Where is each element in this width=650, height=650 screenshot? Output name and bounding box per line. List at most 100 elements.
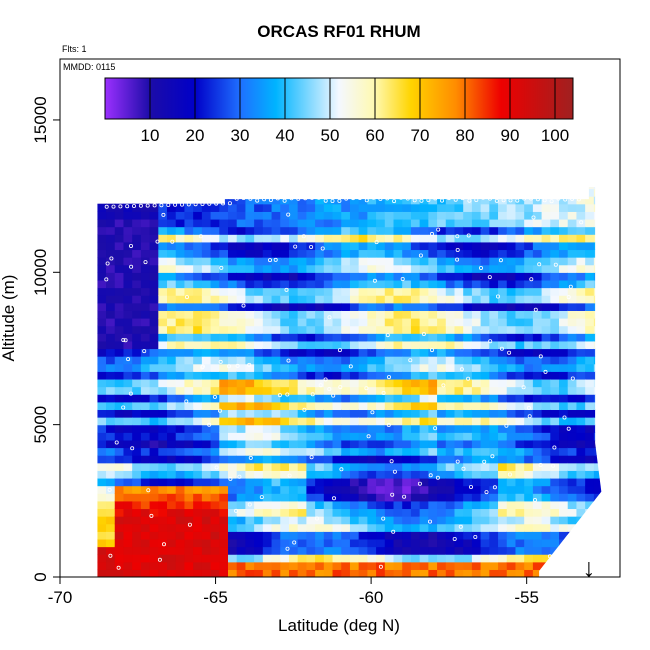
heatmap-cell — [454, 470, 464, 479]
heatmap-cell — [393, 538, 403, 548]
heatmap-cell — [97, 470, 107, 479]
heatmap-cell — [376, 401, 386, 411]
heatmap-cell — [114, 432, 125, 441]
heatmap-cell — [498, 302, 508, 311]
heatmap-cell — [106, 211, 116, 220]
heatmap-cell — [262, 401, 273, 411]
heatmap-cell — [358, 424, 368, 433]
heatmap-cell — [541, 378, 551, 388]
heatmap-cell — [454, 325, 464, 334]
heatmap-cell — [437, 279, 447, 289]
heatmap-cell — [437, 401, 447, 411]
heatmap-cell — [480, 401, 490, 411]
track-point — [553, 262, 558, 267]
heatmap-cell — [271, 356, 281, 365]
heatmap-cell — [341, 516, 351, 525]
heatmap-cell — [471, 424, 482, 433]
heatmap-cell — [498, 462, 508, 471]
heatmap-cell — [576, 211, 586, 220]
heatmap-cell — [236, 394, 247, 403]
heatmap-cell — [193, 272, 203, 281]
track-point — [173, 202, 178, 207]
heatmap-cell — [236, 234, 247, 243]
heatmap-cell — [271, 538, 281, 548]
heatmap-cell — [175, 295, 186, 304]
heatmap-cell — [306, 295, 316, 304]
heatmap-cell — [140, 432, 151, 441]
heatmap-cell — [315, 477, 325, 487]
heatmap-cell — [559, 493, 569, 502]
track-point — [338, 385, 343, 390]
track-point — [499, 346, 504, 351]
heatmap-cell — [271, 523, 281, 532]
heatmap-cell — [315, 386, 325, 395]
heatmap-cell — [201, 279, 212, 289]
heatmap-cell — [106, 348, 116, 357]
track-point — [310, 392, 315, 397]
heatmap-cell — [297, 371, 307, 380]
heatmap-cell — [358, 249, 368, 258]
heatmap-cell — [376, 531, 386, 540]
heatmap-cell — [419, 455, 429, 464]
heatmap-cell — [315, 439, 325, 449]
heatmap-cell — [228, 272, 238, 281]
heatmap-cell — [297, 257, 307, 266]
heatmap-cell — [463, 386, 473, 395]
heatmap-cell — [219, 302, 229, 311]
heatmap-cell — [384, 287, 395, 296]
heatmap-cell — [515, 333, 525, 342]
heatmap-cell — [315, 203, 325, 212]
heatmap-cell — [306, 500, 316, 510]
heatmap-cell — [559, 241, 569, 251]
heatmap-cell — [149, 538, 159, 548]
heatmap-cell — [349, 325, 360, 334]
heatmap-cell — [236, 295, 247, 304]
heatmap-cell — [576, 295, 586, 304]
heatmap-cell — [541, 310, 551, 319]
heatmap-cell — [532, 363, 543, 372]
heatmap-cell — [219, 318, 229, 327]
heatmap-cell — [323, 218, 334, 228]
heatmap-cell — [123, 432, 133, 441]
heatmap-cell — [262, 394, 273, 403]
track-point — [495, 294, 500, 299]
heatmap-cell — [132, 318, 142, 327]
heatmap-cell — [271, 554, 281, 563]
heatmap-cell — [384, 432, 395, 441]
heatmap-cell — [149, 310, 159, 319]
heatmap-cell — [132, 394, 142, 403]
heatmap-cell — [140, 279, 151, 289]
heatmap-cell — [114, 447, 125, 456]
heatmap-cell — [332, 264, 342, 273]
heatmap-cell — [367, 249, 377, 258]
heatmap-cell — [445, 493, 456, 502]
heatmap-cell — [297, 249, 307, 258]
heatmap-cell — [236, 363, 247, 372]
heatmap-cell — [515, 561, 525, 570]
heatmap-cell — [428, 241, 438, 251]
heatmap-cell — [341, 531, 351, 540]
heatmap-cell — [576, 386, 586, 395]
heatmap-cell — [201, 516, 212, 525]
track-point — [327, 315, 332, 320]
heatmap-cell — [384, 226, 395, 235]
heatmap-cell — [297, 516, 307, 525]
heatmap-cell — [550, 493, 560, 502]
heatmap-cell — [306, 455, 316, 464]
heatmap-cell — [245, 249, 255, 258]
heatmap-cell — [410, 218, 421, 228]
heatmap-cell — [498, 516, 508, 525]
heatmap-cell — [428, 272, 438, 281]
heatmap-cell — [123, 485, 133, 494]
heatmap-cell — [419, 310, 429, 319]
heatmap-cell — [445, 455, 456, 464]
heatmap-cell — [184, 226, 194, 235]
heatmap-cell — [524, 203, 534, 212]
heatmap-cell — [402, 318, 412, 327]
heatmap-cell — [210, 470, 220, 479]
heatmap-cell — [402, 302, 412, 311]
heatmap-cell — [358, 401, 368, 411]
heatmap-cell — [402, 287, 412, 296]
heatmap-cell — [428, 493, 438, 502]
heatmap-cell — [114, 340, 125, 350]
